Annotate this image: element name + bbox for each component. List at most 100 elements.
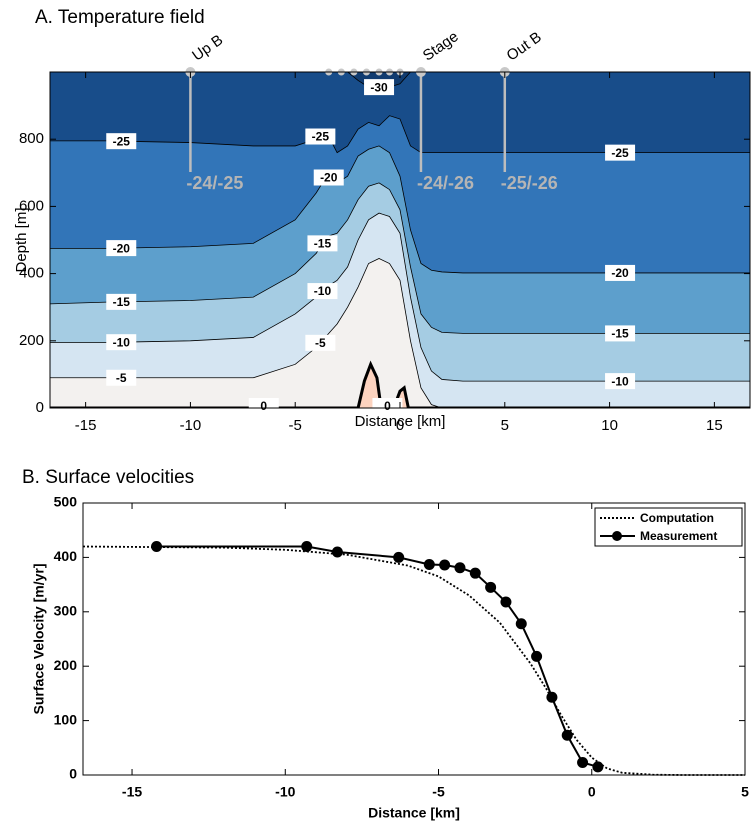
contour-label-box — [307, 283, 338, 300]
y-tick-label: 400 — [54, 548, 78, 564]
contour-label: -15 — [314, 237, 332, 251]
contour-label-box — [305, 128, 336, 145]
x-tick-label: -5 — [432, 784, 445, 800]
x-tick-label: -10 — [275, 784, 295, 800]
y-tick-label: 500 — [54, 494, 78, 510]
contour-label: -25 — [611, 146, 629, 160]
contour-label-box — [605, 325, 636, 342]
contour-label-box — [106, 133, 137, 150]
contour-label: -10 — [113, 335, 131, 349]
legend-label: Measurement — [640, 529, 717, 543]
x-axis-label: Distance [km] — [368, 805, 460, 821]
contour-label-box — [106, 240, 137, 257]
data-point — [331, 546, 343, 558]
plot-area — [50, 72, 750, 408]
series-line — [82, 545, 745, 776]
x-tick-label: 0 — [396, 417, 404, 434]
x-tick-label: -15 — [122, 784, 142, 800]
contour-label-box — [106, 334, 137, 351]
station-name: Up B — [189, 31, 226, 64]
contour-label: -30 — [370, 80, 388, 94]
contour-label-box — [305, 334, 336, 351]
contour-label-box — [106, 293, 137, 310]
data-point — [546, 691, 558, 703]
data-point — [561, 729, 573, 741]
contour-label-box — [106, 369, 137, 386]
contour-label: -5 — [116, 371, 127, 385]
contour-label: -15 — [113, 295, 131, 309]
x-tick-label: 15 — [706, 417, 723, 434]
contour-label: -15 — [611, 327, 629, 341]
contour-label: -20 — [113, 241, 131, 255]
contour-label-box — [372, 398, 403, 414]
contour-fill — [50, 72, 750, 88]
chart-title: A. Temperature field — [35, 7, 205, 28]
y-tick-label: 200 — [19, 332, 44, 349]
y-axis-label: Surface Velocity [m/yr] — [31, 564, 47, 715]
contour-label-box — [605, 264, 636, 281]
x-tick-label: 10 — [601, 417, 618, 434]
data-point — [515, 618, 527, 630]
data-point — [592, 761, 604, 773]
station-value: -24/-25 — [186, 173, 243, 193]
data-point — [439, 559, 451, 571]
plot-frame — [82, 502, 746, 776]
contour-label-box — [248, 398, 279, 414]
contour-line — [50, 145, 750, 274]
contour-line — [50, 115, 750, 154]
contour-label: -5 — [315, 336, 326, 350]
contour-line — [50, 360, 750, 408]
legend-marker — [612, 531, 622, 541]
contour-label: 0 — [384, 399, 391, 413]
y-tick-label: 400 — [19, 265, 44, 282]
contour-label-box — [313, 169, 344, 186]
y-tick-label: 0 — [36, 399, 44, 416]
contour-label: -10 — [611, 374, 629, 388]
station-name: Stage — [420, 28, 462, 64]
station-name: Out B — [504, 29, 545, 65]
y-tick-label: 800 — [19, 130, 44, 147]
chart-title: B. Surface velocities — [22, 467, 194, 488]
data-point — [454, 562, 466, 574]
contour-line — [50, 182, 750, 334]
y-tick-label: 0 — [69, 766, 77, 782]
data-point — [301, 541, 313, 553]
contour-label-box — [605, 144, 636, 161]
legend-label: Computation — [640, 511, 714, 525]
contour-label: -25 — [113, 134, 131, 148]
y-tick-label: 200 — [54, 657, 78, 673]
contour-label: -20 — [320, 171, 338, 185]
x-axis-label: Distance [km] — [355, 413, 446, 430]
x-tick-label: -5 — [289, 417, 302, 434]
station-value: -25/-26 — [501, 173, 558, 193]
contour-label: -25 — [312, 130, 330, 144]
contour-line — [50, 258, 750, 408]
y-tick-label: 300 — [54, 603, 78, 619]
contour-label-box — [307, 235, 338, 252]
data-point — [577, 756, 589, 768]
y-tick-label: 600 — [19, 197, 44, 214]
contour-line — [50, 212, 750, 382]
data-point — [393, 551, 405, 563]
data-point — [469, 567, 481, 579]
contour-label-box — [364, 79, 395, 96]
contour-fill — [50, 72, 750, 153]
x-tick-label: 0 — [588, 784, 596, 800]
y-axis-label: Depth [m] — [13, 207, 30, 272]
y-tick-label: 100 — [54, 711, 78, 727]
x-tick-label: -15 — [75, 417, 97, 434]
data-point — [500, 596, 512, 608]
x-tick-label: 5 — [501, 417, 509, 434]
data-point — [423, 558, 435, 570]
x-tick-label: 5 — [741, 784, 749, 800]
data-point — [485, 581, 497, 593]
series-line — [156, 545, 599, 768]
contour-label: -10 — [314, 284, 332, 298]
x-tick-label: -10 — [180, 417, 202, 434]
contour-label: -20 — [611, 266, 629, 280]
data-point — [151, 541, 163, 553]
station-value: -24/-26 — [417, 173, 474, 193]
contour-label-box — [605, 373, 636, 390]
data-point — [531, 650, 543, 662]
